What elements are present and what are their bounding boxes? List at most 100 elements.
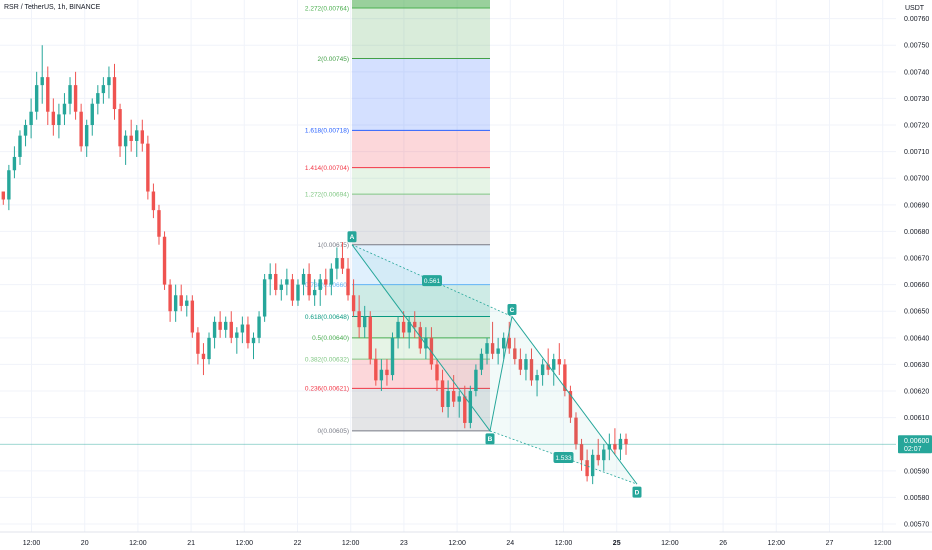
candle-body[interactable] <box>374 359 378 381</box>
candle-body[interactable] <box>546 364 550 370</box>
candle-body[interactable] <box>351 295 356 312</box>
candle-body[interactable] <box>57 114 61 126</box>
candle-body[interactable] <box>507 337 511 349</box>
candle-body[interactable] <box>224 321 228 330</box>
candle-body[interactable] <box>240 324 245 333</box>
candle-body[interactable] <box>112 77 117 110</box>
candle-body[interactable] <box>173 295 178 312</box>
candle-body[interactable] <box>301 273 306 285</box>
candle-body[interactable] <box>324 279 328 285</box>
candle-body[interactable] <box>12 156 17 171</box>
candle-body[interactable] <box>312 289 317 296</box>
candle-body[interactable] <box>51 111 56 126</box>
candle-body[interactable] <box>73 85 78 112</box>
candle-body[interactable] <box>563 364 567 392</box>
candle-body[interactable] <box>340 258 345 269</box>
candle-body[interactable] <box>463 396 467 423</box>
candle-body[interactable] <box>318 279 322 290</box>
candle-body[interactable] <box>279 284 283 290</box>
candle-body[interactable] <box>524 359 528 370</box>
candle-body[interactable] <box>613 444 617 450</box>
candle-body[interactable] <box>290 279 295 301</box>
candle-body[interactable] <box>435 364 439 381</box>
candle-body[interactable] <box>274 273 278 290</box>
abcd-pattern[interactable]: 0.561 1.533 A B C D <box>347 231 642 498</box>
candle-body[interactable] <box>418 327 422 349</box>
candle-body[interactable] <box>363 316 367 328</box>
candle-body[interactable] <box>40 77 44 86</box>
candle-body[interactable] <box>101 85 106 94</box>
candle-body[interactable] <box>490 343 495 354</box>
candle-body[interactable] <box>468 391 473 423</box>
candle-body[interactable] <box>162 236 167 285</box>
price-scale[interactable]: USDT 0.00760 0.00750 0.00740 0.00730 0.00720… <box>898 5 932 529</box>
candle-body[interactable] <box>185 300 189 306</box>
candle-body[interactable] <box>1 191 5 200</box>
candle-body[interactable] <box>129 135 133 141</box>
candle-body[interactable] <box>329 268 334 285</box>
candle-body[interactable] <box>29 111 33 126</box>
candle-body[interactable] <box>457 396 461 402</box>
candle-body[interactable] <box>118 109 122 147</box>
candle-body[interactable] <box>157 210 161 237</box>
candle-body[interactable] <box>207 337 211 360</box>
candle-body[interactable] <box>179 295 183 306</box>
candle-body[interactable] <box>529 359 534 381</box>
candle-body[interactable] <box>85 125 89 147</box>
candle-body[interactable] <box>535 375 539 381</box>
candle-body[interactable] <box>552 359 556 370</box>
candle-body[interactable] <box>262 279 267 317</box>
candle-body[interactable] <box>390 337 395 376</box>
point-marker[interactable] <box>485 433 495 445</box>
candle-body[interactable] <box>107 77 111 86</box>
candle-body[interactable] <box>485 343 489 354</box>
candle-body[interactable] <box>135 130 139 141</box>
candle-body[interactable] <box>407 321 411 333</box>
candle-body[interactable] <box>379 369 384 381</box>
candle-body[interactable] <box>34 85 39 112</box>
candle-body[interactable] <box>90 103 94 126</box>
candle-body[interactable] <box>123 135 128 147</box>
candle-body[interactable] <box>251 337 256 344</box>
candle-body[interactable] <box>257 316 261 338</box>
candle-body[interactable] <box>268 273 272 280</box>
candle-body[interactable] <box>346 268 350 296</box>
candle-body[interactable] <box>424 337 428 349</box>
candle-body[interactable] <box>602 449 606 461</box>
candle-body[interactable] <box>151 191 156 211</box>
candle-body[interactable] <box>7 170 11 200</box>
candle-body[interactable] <box>568 391 573 418</box>
candle-body[interactable] <box>190 300 195 333</box>
candle-body[interactable] <box>18 135 22 157</box>
candle-body[interactable] <box>79 111 83 147</box>
candle-body[interactable] <box>396 321 400 338</box>
point-marker[interactable] <box>507 304 517 316</box>
candlestick-series[interactable] <box>1 45 628 485</box>
candle-body[interactable] <box>401 321 406 333</box>
candle-body[interactable] <box>46 77 50 112</box>
candle-body[interactable] <box>335 258 339 269</box>
candle-body[interactable] <box>518 359 523 370</box>
candle-body[interactable] <box>285 279 289 285</box>
candle-body[interactable] <box>296 284 300 301</box>
point-marker[interactable] <box>632 486 642 498</box>
candle-body[interactable] <box>451 391 456 402</box>
candle-body[interactable] <box>357 311 361 328</box>
candle-body[interactable] <box>413 321 417 328</box>
candle-body[interactable] <box>96 93 100 104</box>
candle-body[interactable] <box>146 143 150 192</box>
candle-body[interactable] <box>235 332 239 338</box>
candle-body[interactable] <box>307 273 311 296</box>
candle-body[interactable] <box>590 454 595 477</box>
candle-body[interactable] <box>385 369 389 376</box>
candle-body[interactable] <box>218 321 222 330</box>
candle-body[interactable] <box>201 353 206 360</box>
candle-body[interactable] <box>624 438 628 445</box>
candle-body[interactable] <box>474 369 478 392</box>
candle-body[interactable] <box>212 321 217 338</box>
candle-body[interactable] <box>596 454 600 461</box>
candle-body[interactable] <box>62 103 67 115</box>
candle-body[interactable] <box>618 438 623 450</box>
candle-body[interactable] <box>513 348 517 360</box>
